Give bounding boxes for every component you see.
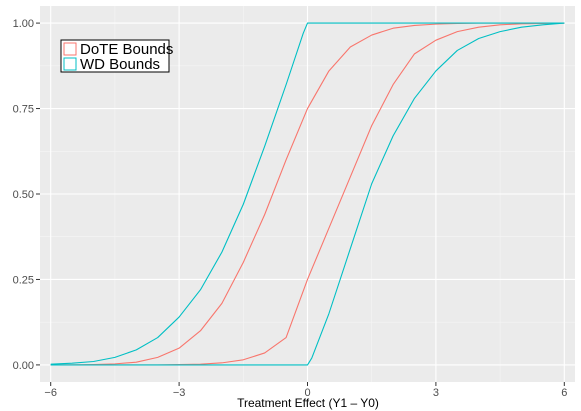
x-tick-label: −6 (44, 387, 57, 399)
series-line-wd-upper (50, 22, 565, 365)
legend-label: WD Bounds (80, 56, 160, 73)
series-line-wd-lower (50, 22, 565, 366)
legend-key (63, 57, 77, 71)
y-tick-label: 1.00 (13, 18, 34, 30)
x-axis-title: Treatment Effect (Y1 – Y0) (237, 396, 379, 410)
legend-label: DoTE Bounds (80, 41, 173, 58)
axes: −6 −3 0 3 6 0.00 0.25 0.50 0.75 1.00 (13, 18, 568, 399)
y-tick-label: 0.50 (13, 189, 34, 201)
grid-major (40, 6, 575, 382)
series-lines (50, 22, 565, 366)
legend-box (60, 39, 170, 73)
x-tick-label: −3 (173, 387, 186, 399)
y-tick-label: 0.75 (13, 104, 34, 116)
y-tick-label: 0.00 (13, 360, 34, 372)
x-tick-label: 3 (433, 387, 439, 399)
x-tick-label: 0 (304, 387, 310, 399)
x-tick-label: 6 (561, 387, 567, 399)
y-tick-label: 0.25 (13, 274, 34, 286)
legend-key (63, 42, 77, 56)
